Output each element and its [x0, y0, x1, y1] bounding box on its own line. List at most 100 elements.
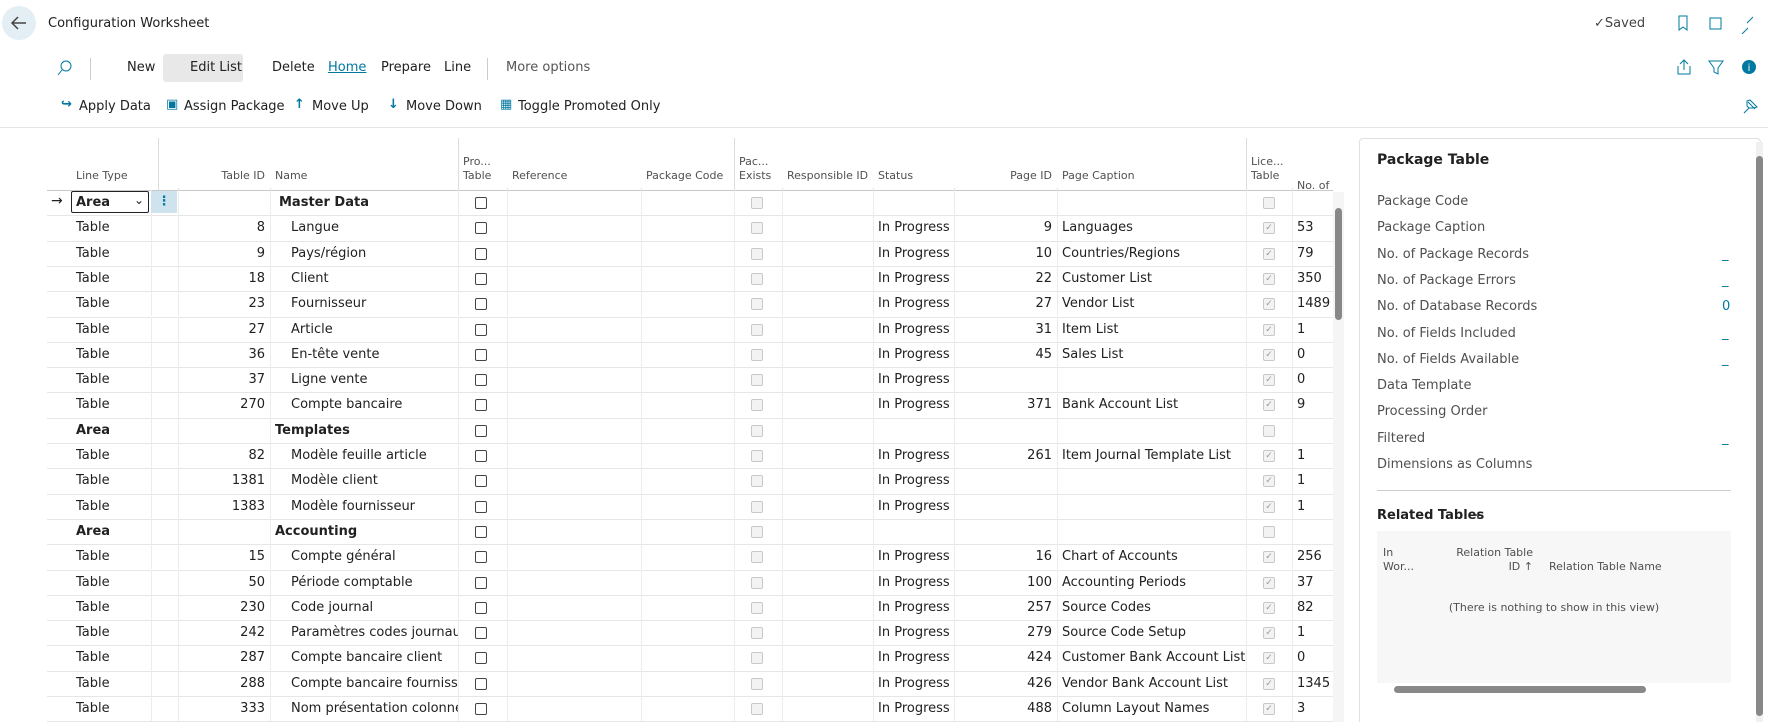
action-button[interactable]: Line: [444, 60, 472, 75]
field-value[interactable]: _: [1722, 246, 1729, 262]
related-grid: [1377, 531, 1731, 683]
field-value[interactable]: _: [1722, 351, 1729, 367]
cell-records: 82: [1297, 599, 1314, 615]
subaction-button[interactable]: Toggle Promoted Only: [518, 99, 661, 114]
checkbox[interactable]: [475, 703, 487, 715]
column-header-line: Name: [275, 169, 308, 182]
cell-divider: [1246, 190, 1247, 216]
back-button[interactable]: [2, 6, 36, 40]
column-header: Package Code: [641, 138, 734, 183]
cell-name: Templates: [275, 422, 350, 438]
cell-divider: [270, 215, 271, 241]
subaction-button[interactable]: Move Down: [406, 99, 482, 114]
action-icon: ↓: [388, 97, 399, 112]
cell-divider: [1292, 645, 1293, 671]
cell-divider: [734, 468, 735, 494]
action-button[interactable]: More options: [506, 60, 591, 75]
cell-line-type: Table: [76, 245, 110, 261]
checkbox[interactable]: [475, 247, 487, 260]
checkbox: [751, 500, 763, 513]
cell-line-type: Table: [76, 270, 110, 286]
field-value[interactable]: 0: [1722, 299, 1731, 315]
checkbox[interactable]: [475, 475, 487, 488]
cell-status: In Progress: [878, 650, 950, 666]
cell-page-id: 371: [1027, 397, 1052, 413]
cell-divider: [734, 265, 735, 292]
cell-divider: [1057, 265, 1058, 292]
subaction-button[interactable]: Move Up: [312, 99, 369, 114]
cell-name: Nom présentation colonne: [291, 701, 458, 716]
toolbar-icons[interactable]: i: [1675, 58, 1765, 78]
cell-divider: [178, 417, 179, 443]
header-icons[interactable]: [1675, 14, 1765, 34]
checkbox[interactable]: [475, 222, 487, 235]
checkbox[interactable]: [475, 374, 487, 387]
checkbox: [751, 475, 763, 488]
cell-divider: [151, 240, 152, 266]
subaction-button[interactable]: Apply Data: [79, 99, 151, 114]
cell-divider: [734, 544, 735, 570]
cell-divider: [954, 544, 955, 570]
cell-divider: [178, 240, 179, 266]
cell-divider: [1292, 544, 1293, 570]
checkbox[interactable]: [475, 399, 487, 412]
action-button[interactable]: Home: [328, 60, 367, 75]
cell-divider: [178, 493, 179, 519]
checkbox[interactable]: [475, 652, 487, 665]
subaction-button[interactable]: Assign Package: [184, 99, 285, 114]
cell-divider: [954, 341, 955, 368]
search-icon[interactable]: [57, 60, 73, 76]
toolbar: i: [0, 48, 1768, 136]
action-button[interactable]: Delete: [272, 60, 315, 75]
related-title[interactable]: Related Tables: [1377, 508, 1485, 523]
column-divider: [1057, 188, 1058, 191]
column-header-line: Page Caption: [1062, 169, 1135, 182]
checkbox[interactable]: [475, 323, 487, 336]
cell-divider: [954, 468, 955, 494]
checkbox[interactable]: [475, 298, 487, 311]
checkbox[interactable]: [475, 627, 487, 640]
chevron: ⌄: [1473, 506, 1484, 520]
checkbox[interactable]: [475, 576, 487, 589]
cell-page-caption: Vendor Bank Account List: [1062, 675, 1228, 691]
checkbox[interactable]: [475, 551, 487, 564]
action-button[interactable]: Prepare: [381, 60, 431, 75]
cell-divider: [1057, 569, 1058, 595]
checkbox[interactable]: [475, 197, 487, 209]
cell-table-id: 270: [240, 397, 265, 413]
cell-divider: [507, 594, 508, 621]
pin-icon[interactable]: [1741, 98, 1759, 116]
cell-line-type: Table: [76, 574, 110, 590]
checkbox: ✓: [1263, 652, 1275, 665]
checkbox[interactable]: [475, 348, 487, 361]
column-header-line: Exists: [739, 169, 772, 182]
field-value[interactable]: _: [1722, 272, 1729, 288]
cell-divider: [1246, 240, 1247, 266]
cell-divider: [641, 594, 642, 621]
cell-divider: [151, 443, 152, 469]
cell-page-id: 45: [1035, 346, 1052, 362]
cell-divider: [178, 443, 179, 469]
checkbox: ✓: [1263, 450, 1275, 462]
checkbox[interactable]: [475, 525, 487, 538]
checkbox[interactable]: [475, 500, 487, 513]
cell-divider: [507, 240, 508, 266]
checkbox[interactable]: [475, 272, 487, 285]
cell-name: Modèle fournisseur: [291, 498, 416, 514]
cell-records: 1: [1297, 448, 1306, 463]
cell-divider: [178, 341, 179, 368]
line-type-select[interactable]: [71, 191, 149, 213]
cell-divider: [270, 291, 271, 317]
scrollbar[interactable]: [1333, 192, 1344, 722]
cell-divider: [641, 518, 642, 545]
checkbox[interactable]: [475, 677, 487, 690]
cell-divider: [507, 215, 508, 241]
field-value[interactable]: _: [1722, 430, 1729, 446]
checkbox[interactable]: [475, 450, 487, 462]
row-menu[interactable]: ⋮: [151, 191, 177, 213]
checkbox[interactable]: [475, 601, 487, 614]
action-button[interactable]: New: [127, 60, 156, 75]
field-value[interactable]: _: [1722, 325, 1729, 341]
action-button[interactable]: Edit List: [190, 60, 243, 75]
checkbox[interactable]: [475, 424, 487, 437]
